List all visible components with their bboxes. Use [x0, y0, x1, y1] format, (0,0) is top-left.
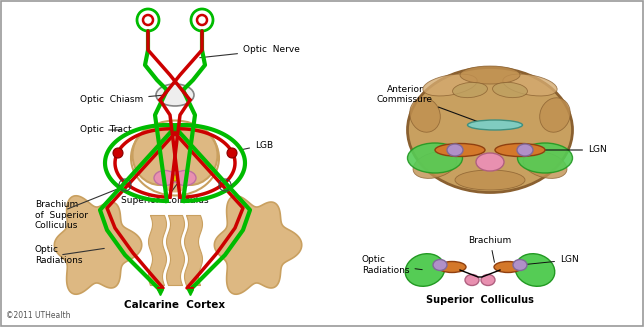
Ellipse shape [540, 98, 571, 132]
Ellipse shape [468, 120, 522, 130]
Text: Superior  Colliculus: Superior Colliculus [121, 182, 209, 205]
Ellipse shape [408, 143, 462, 173]
Ellipse shape [447, 144, 463, 156]
Text: Optic
Radiations: Optic Radiations [362, 255, 422, 275]
Polygon shape [214, 196, 302, 294]
Ellipse shape [494, 262, 522, 272]
Ellipse shape [453, 82, 488, 98]
Ellipse shape [408, 67, 573, 193]
Text: Optic
Radiations: Optic Radiations [35, 245, 82, 265]
Text: Superior  Colliculus: Superior Colliculus [426, 295, 534, 305]
Text: Optic  Nerve: Optic Nerve [200, 45, 300, 58]
Ellipse shape [495, 144, 545, 157]
Ellipse shape [493, 82, 527, 98]
Ellipse shape [413, 152, 457, 179]
Ellipse shape [133, 125, 187, 185]
Ellipse shape [465, 274, 479, 285]
Ellipse shape [154, 170, 176, 185]
Ellipse shape [518, 143, 573, 173]
Circle shape [113, 148, 123, 158]
Text: ©2011 UTHealth: ©2011 UTHealth [6, 311, 70, 320]
Text: LGN: LGN [536, 146, 607, 154]
Ellipse shape [174, 170, 196, 185]
Ellipse shape [523, 152, 567, 179]
Text: Calcarine  Cortex: Calcarine Cortex [124, 300, 225, 310]
Ellipse shape [481, 274, 495, 285]
Ellipse shape [423, 74, 477, 96]
Circle shape [197, 15, 207, 25]
Ellipse shape [410, 98, 440, 132]
Ellipse shape [460, 66, 520, 84]
Ellipse shape [405, 254, 445, 286]
Ellipse shape [515, 254, 554, 286]
Ellipse shape [513, 260, 527, 270]
Circle shape [191, 9, 213, 31]
Text: Brachium
of  Superior
Colliculus: Brachium of Superior Colliculus [35, 200, 88, 230]
Text: Optic  Tract: Optic Tract [80, 126, 131, 134]
Ellipse shape [156, 84, 194, 106]
Circle shape [143, 15, 153, 25]
Text: LGN: LGN [523, 255, 579, 265]
Circle shape [227, 148, 237, 158]
Ellipse shape [455, 170, 525, 190]
Ellipse shape [162, 125, 218, 185]
Polygon shape [54, 196, 142, 294]
Circle shape [172, 175, 178, 181]
Ellipse shape [438, 262, 466, 272]
Circle shape [137, 9, 159, 31]
Ellipse shape [476, 153, 504, 171]
Text: LGB: LGB [243, 141, 273, 149]
Ellipse shape [155, 137, 195, 193]
Text: Brachium: Brachium [468, 236, 511, 262]
Ellipse shape [517, 144, 533, 156]
Ellipse shape [433, 260, 447, 270]
Text: Anterior
Commissure: Anterior Commissure [377, 85, 493, 127]
Ellipse shape [435, 144, 485, 157]
Ellipse shape [503, 74, 557, 96]
Text: Optic  Chiasm: Optic Chiasm [80, 95, 162, 105]
